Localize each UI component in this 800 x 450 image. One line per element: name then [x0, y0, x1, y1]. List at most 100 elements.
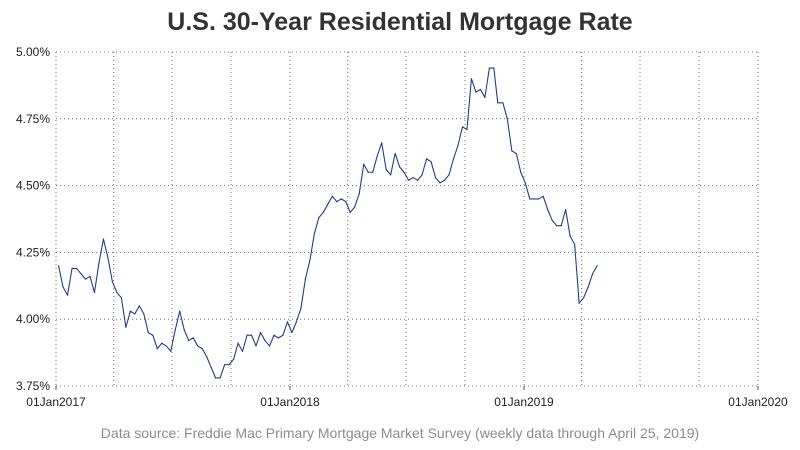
data-point — [206, 356, 208, 358]
data-point — [98, 262, 100, 264]
data-point — [111, 281, 114, 283]
data-point — [66, 294, 69, 296]
data-point — [188, 339, 190, 342]
data-point — [174, 329, 176, 331]
data-point — [587, 286, 589, 288]
data-point — [327, 203, 329, 205]
data-point — [322, 211, 324, 213]
data-point — [515, 152, 517, 155]
data-point — [466, 128, 468, 131]
data-point — [93, 291, 96, 294]
series-layer — [57, 67, 598, 379]
data-point — [506, 118, 508, 120]
data-point — [488, 67, 490, 69]
data-point — [596, 265, 598, 267]
data-point — [457, 144, 459, 147]
data-point — [273, 334, 275, 336]
data-point — [125, 326, 127, 328]
data-point — [408, 179, 410, 181]
data-point — [461, 126, 464, 128]
data-point — [578, 302, 580, 304]
data-point — [493, 67, 495, 69]
data-point — [313, 233, 315, 235]
y-tick-label: 5.00% — [16, 45, 50, 59]
data-point — [183, 329, 185, 331]
data-point — [367, 171, 369, 173]
data-point — [120, 297, 122, 299]
data-point — [304, 278, 306, 280]
data-point — [232, 358, 235, 360]
data-point — [300, 307, 302, 310]
data-point — [241, 350, 244, 352]
data-point — [259, 331, 262, 334]
data-point — [425, 158, 428, 160]
data-point — [390, 174, 392, 176]
data-point — [219, 377, 221, 379]
data-point — [277, 337, 280, 339]
data-point — [201, 347, 203, 350]
data-point — [116, 291, 118, 294]
data-point — [102, 238, 105, 240]
data-point — [152, 334, 154, 336]
data-point — [210, 366, 212, 368]
data-point — [452, 158, 455, 160]
data-point — [336, 201, 338, 203]
data-point — [583, 297, 585, 299]
data-point — [192, 337, 194, 339]
data-point — [363, 163, 365, 165]
data-point — [349, 211, 351, 213]
data-point — [84, 278, 87, 280]
data-point — [71, 267, 73, 270]
data-point — [62, 286, 64, 288]
data-point — [107, 257, 109, 259]
data-point — [547, 209, 549, 211]
data-point — [286, 321, 289, 323]
data-point — [412, 176, 414, 179]
data-point — [264, 339, 266, 342]
data-point — [331, 195, 333, 197]
data-point — [416, 179, 419, 181]
data-point — [542, 195, 544, 197]
data-point — [161, 342, 163, 344]
data-point — [340, 198, 342, 200]
series-line — [58, 67, 598, 379]
data-point — [497, 102, 499, 104]
axes: 3.75% 4.00% 4.25% 4.50% 4.75% 5.00% 01Jan2017 0… — [16, 45, 788, 409]
data-point — [565, 209, 567, 211]
data-point — [470, 78, 473, 80]
data-point — [434, 176, 437, 179]
data-point — [80, 273, 82, 275]
x-tick-label: 01Jan2018 — [260, 395, 320, 409]
data-point — [439, 182, 441, 184]
data-point — [134, 313, 136, 315]
data-point — [524, 182, 526, 184]
data-point — [246, 334, 248, 336]
data-point — [421, 174, 423, 176]
y-tick-label: 3.75% — [16, 379, 50, 393]
data-point — [282, 334, 284, 336]
data-point — [179, 310, 181, 312]
data-point — [502, 102, 504, 104]
x-tick-label: 01Jan2017 — [26, 395, 86, 409]
y-tick-label: 4.75% — [16, 112, 50, 126]
source-note: Data source: Freddie Mac Primary Mortgag… — [100, 425, 700, 441]
chart-title: U.S. 30-Year Residential Mortgage Rate — [167, 8, 633, 36]
data-point — [574, 243, 576, 245]
data-point — [57, 265, 60, 267]
data-point — [430, 160, 432, 163]
data-point — [268, 345, 271, 347]
data-point — [551, 219, 553, 221]
data-point — [89, 275, 91, 278]
data-point — [556, 225, 558, 227]
data-point — [569, 235, 571, 237]
data-point — [228, 364, 230, 366]
data-point — [318, 217, 320, 219]
data-point — [237, 342, 239, 344]
data-point — [147, 331, 149, 334]
data-point — [520, 171, 522, 173]
data-point — [295, 321, 298, 323]
data-point — [129, 310, 131, 312]
data-point — [560, 225, 562, 227]
data-point — [376, 155, 378, 157]
data-point — [372, 171, 374, 173]
